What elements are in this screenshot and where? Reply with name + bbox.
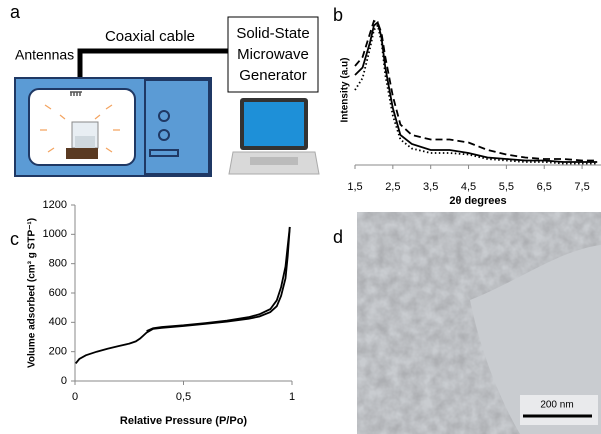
y-axis-label: Intensity (a.u) — [340, 57, 351, 122]
cable-label: Coaxial cable — [105, 28, 195, 45]
x-tick-label: 6,5 — [537, 181, 552, 193]
heater — [66, 148, 98, 159]
y-tick-label: 1000 — [43, 228, 67, 240]
panel-label: d — [333, 227, 343, 247]
scale-bar-label: 200 nm — [540, 400, 573, 411]
generator-label: Microwave — [237, 46, 309, 63]
panel-label: a — [10, 2, 21, 22]
x-tick-label: 1 — [289, 391, 295, 403]
generator-label: Generator — [239, 67, 307, 84]
x-tick-label: 4,5 — [461, 181, 476, 193]
antennas-label: Antennas — [15, 47, 74, 63]
keyboard — [250, 157, 298, 165]
figure: a Coaxial cable Antennas Solid-State Mic… — [0, 0, 601, 434]
series-line — [355, 26, 597, 164]
y-tick-label: 400 — [49, 316, 67, 328]
y-tick-label: 1200 — [43, 199, 67, 211]
x-tick-label: 5,5 — [499, 181, 514, 193]
x-axis-label: Relative Pressure (P/Po) — [120, 415, 248, 427]
x-tick-label: 0,5 — [176, 391, 191, 403]
y-axis-label: Volume adsorbed (cm³ g STP⁻¹) — [27, 218, 38, 368]
x-tick-label: 7,5 — [574, 181, 589, 193]
panel-label: c — [10, 229, 19, 249]
laptop-display — [244, 102, 304, 146]
x-tick-label: 0 — [72, 391, 78, 403]
y-tick-label: 600 — [49, 287, 67, 299]
x-tick-label: 3,5 — [423, 181, 438, 193]
x-axis-label: 2θ degrees — [449, 195, 506, 207]
x-tick-label: 1,5 — [347, 181, 362, 193]
series-line — [355, 21, 597, 161]
y-tick-label: 800 — [49, 258, 67, 270]
series-line — [147, 227, 290, 331]
y-tick-label: 0 — [61, 375, 67, 387]
series-line — [76, 227, 290, 363]
control-panel — [145, 80, 209, 174]
liquid — [75, 136, 95, 148]
panel-label: b — [333, 5, 343, 25]
x-tick-label: 2,5 — [385, 181, 400, 193]
y-tick-label: 200 — [49, 346, 67, 358]
generator-label: Solid-State — [236, 25, 309, 42]
